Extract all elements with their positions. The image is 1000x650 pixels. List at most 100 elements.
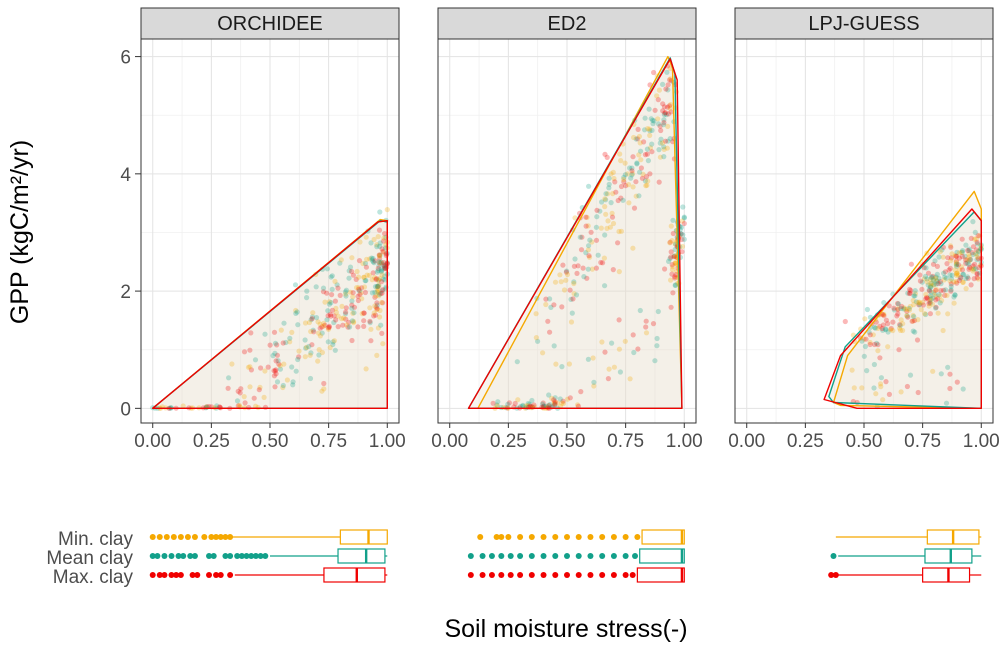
data-point xyxy=(616,269,622,275)
data-point xyxy=(568,296,574,302)
data-point xyxy=(373,312,379,318)
facet-strip xyxy=(734,7,994,40)
data-point xyxy=(966,266,972,272)
data-point xyxy=(945,364,951,370)
data-point xyxy=(376,291,382,297)
data-point xyxy=(668,277,674,283)
data-point xyxy=(280,382,286,389)
data-point xyxy=(551,399,557,405)
data-point xyxy=(588,229,594,235)
hull-fill-min-clay xyxy=(152,219,388,409)
x-tick-label: 0.75 xyxy=(310,431,347,452)
data-point xyxy=(571,279,577,285)
x-axis-title: Soil moisture stress(-) xyxy=(444,615,687,643)
data-point xyxy=(862,343,869,350)
data-point xyxy=(274,379,281,385)
data-point xyxy=(968,266,975,272)
data-point xyxy=(547,329,553,335)
data-point xyxy=(495,399,501,405)
data-point xyxy=(644,151,651,157)
data-point xyxy=(871,385,877,391)
data-point xyxy=(369,290,375,296)
data-point xyxy=(907,286,913,292)
data-point xyxy=(606,175,612,181)
data-point xyxy=(937,279,944,285)
data-point xyxy=(660,108,666,114)
data-point xyxy=(628,175,634,181)
data-point xyxy=(875,348,881,354)
data-point xyxy=(527,401,533,407)
data-point xyxy=(290,382,296,388)
data-point xyxy=(643,324,649,330)
data-point xyxy=(294,309,300,315)
data-point xyxy=(607,224,614,230)
boxplot-outlier xyxy=(564,534,570,540)
boxplot-outlier xyxy=(168,553,175,559)
data-point xyxy=(954,263,960,269)
data-point xyxy=(335,285,341,291)
data-point xyxy=(602,232,608,238)
boxplot-outlier xyxy=(262,553,269,559)
boxplot-outlier xyxy=(828,572,835,578)
data-point xyxy=(655,116,661,122)
data-point xyxy=(923,265,929,271)
data-point xyxy=(373,276,380,282)
data-point xyxy=(326,301,333,307)
data-point xyxy=(890,327,896,334)
data-point xyxy=(665,138,671,144)
data-point xyxy=(595,252,601,258)
data-point xyxy=(679,218,685,224)
data-point xyxy=(650,117,656,123)
data-point xyxy=(235,388,241,394)
data-point xyxy=(649,127,655,133)
data-point xyxy=(863,336,869,342)
data-point xyxy=(603,197,609,203)
boxplot-outlier xyxy=(528,572,535,578)
data-point xyxy=(953,253,959,259)
data-point xyxy=(957,275,964,281)
data-point xyxy=(583,223,589,229)
data-point xyxy=(376,282,382,288)
data-point xyxy=(367,256,373,262)
data-point xyxy=(494,402,500,408)
data-point xyxy=(315,319,321,325)
data-point xyxy=(886,303,892,309)
data-point xyxy=(308,328,314,335)
x-tick-label: 0.00 xyxy=(431,431,468,452)
data-point xyxy=(912,329,918,335)
y-tick-label: 0 xyxy=(120,399,131,420)
data-point xyxy=(572,215,578,221)
data-point xyxy=(373,304,379,310)
data-point xyxy=(934,271,940,277)
data-point xyxy=(940,254,946,260)
data-point xyxy=(629,172,635,178)
data-point xyxy=(629,171,636,177)
data-point xyxy=(967,264,973,270)
data-point xyxy=(564,271,571,278)
data-point xyxy=(920,302,927,308)
data-point xyxy=(954,261,960,267)
data-point xyxy=(970,263,976,269)
boxplot-row-label: Min. clay xyxy=(58,529,133,550)
data-point xyxy=(974,257,980,263)
data-point xyxy=(904,313,910,319)
data-point xyxy=(662,266,668,272)
data-point xyxy=(637,140,643,146)
data-point xyxy=(966,258,972,264)
data-point xyxy=(664,69,670,75)
data-point xyxy=(891,305,897,311)
data-point xyxy=(870,332,876,338)
data-point xyxy=(625,171,631,177)
data-point xyxy=(681,214,687,220)
data-point xyxy=(906,290,913,297)
data-point xyxy=(379,272,385,278)
data-point xyxy=(363,264,369,270)
data-point xyxy=(914,337,921,343)
boxplot-outlier xyxy=(564,572,570,578)
data-point xyxy=(350,272,356,278)
data-point xyxy=(955,262,962,268)
data-point xyxy=(911,302,917,308)
data-point xyxy=(939,247,945,253)
data-point xyxy=(591,383,597,389)
